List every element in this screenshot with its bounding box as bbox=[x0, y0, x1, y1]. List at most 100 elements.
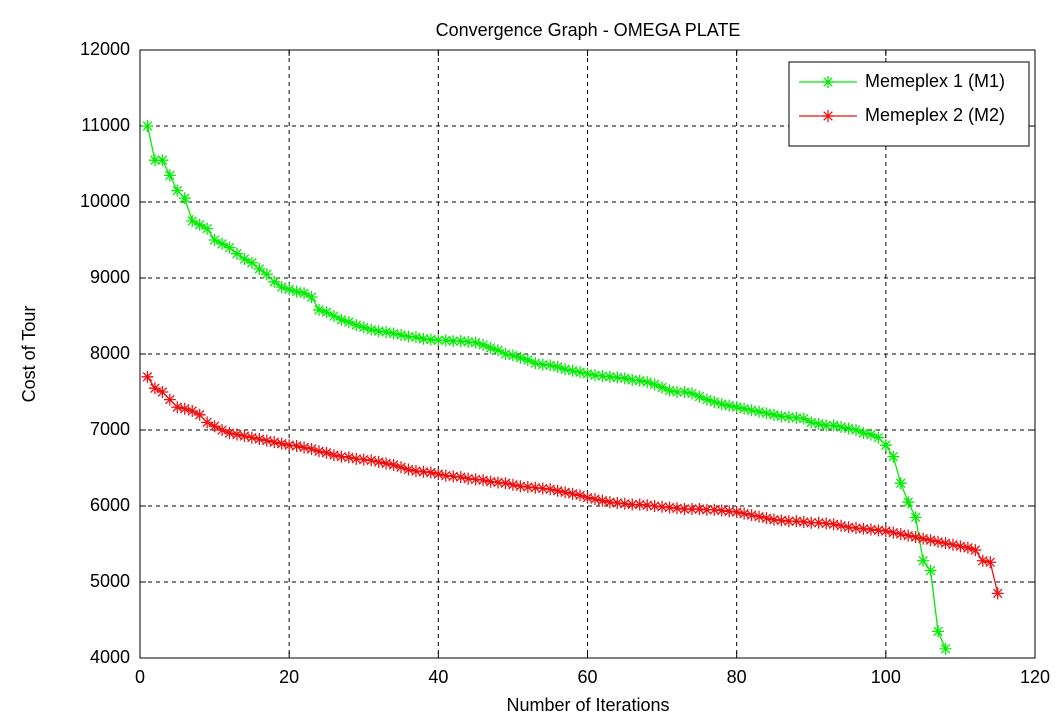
point-marker bbox=[395, 461, 408, 474]
point-marker bbox=[454, 335, 467, 348]
point-marker bbox=[372, 455, 385, 468]
point-marker bbox=[305, 443, 318, 455]
point-marker bbox=[715, 504, 728, 517]
point-marker bbox=[186, 405, 199, 417]
point-marker bbox=[588, 369, 601, 382]
y-tick-label: 5000 bbox=[90, 571, 130, 591]
point-marker bbox=[708, 395, 721, 408]
y-tick-label: 7000 bbox=[90, 419, 130, 439]
point-marker bbox=[156, 154, 169, 167]
point-marker bbox=[439, 469, 452, 482]
point-marker bbox=[708, 503, 721, 516]
point-marker bbox=[484, 341, 497, 354]
point-marker bbox=[283, 283, 296, 296]
point-marker bbox=[835, 519, 848, 532]
point-marker bbox=[611, 496, 624, 509]
point-marker bbox=[603, 370, 616, 383]
point-marker bbox=[805, 516, 818, 529]
point-marker bbox=[148, 154, 161, 167]
point-marker bbox=[685, 503, 698, 516]
point-marker bbox=[462, 472, 475, 485]
point-marker bbox=[633, 374, 646, 387]
point-marker bbox=[148, 382, 161, 395]
point-marker bbox=[648, 378, 661, 391]
point-marker bbox=[611, 371, 624, 384]
point-marker bbox=[663, 384, 676, 397]
point-marker bbox=[506, 478, 519, 491]
point-marker bbox=[208, 420, 221, 433]
point-marker bbox=[775, 410, 788, 423]
point-marker bbox=[559, 486, 572, 499]
point-marker bbox=[350, 452, 363, 465]
x-tick-label: 100 bbox=[871, 667, 901, 687]
point-marker bbox=[782, 515, 795, 528]
point-marker bbox=[290, 439, 303, 452]
point-marker bbox=[641, 376, 654, 389]
point-marker bbox=[663, 501, 676, 514]
point-marker bbox=[693, 390, 706, 403]
point-marker bbox=[536, 358, 549, 371]
point-marker bbox=[842, 521, 855, 534]
point-marker bbox=[603, 496, 616, 509]
point-marker bbox=[223, 427, 236, 440]
point-marker bbox=[477, 338, 490, 351]
point-marker bbox=[939, 642, 952, 655]
point-marker bbox=[409, 331, 422, 344]
point-marker bbox=[812, 417, 825, 430]
x-tick-label: 60 bbox=[577, 667, 597, 687]
point-marker bbox=[298, 441, 311, 454]
point-marker bbox=[290, 285, 303, 298]
point-marker bbox=[178, 192, 191, 205]
y-tick-label: 10000 bbox=[80, 191, 130, 211]
point-marker bbox=[790, 411, 803, 424]
x-axis-label: Number of Iterations bbox=[506, 695, 669, 715]
point-marker bbox=[909, 531, 922, 544]
point-marker bbox=[872, 524, 885, 537]
point-marker bbox=[917, 554, 930, 567]
point-marker bbox=[827, 518, 840, 531]
point-marker bbox=[656, 381, 669, 394]
point-marker bbox=[544, 359, 557, 372]
point-marker bbox=[678, 386, 691, 398]
point-marker bbox=[581, 367, 594, 380]
point-marker bbox=[551, 484, 564, 497]
point-marker bbox=[521, 354, 534, 367]
legend-label: Memeplex 2 (M2) bbox=[865, 105, 1005, 125]
point-marker bbox=[335, 313, 348, 326]
point-marker bbox=[268, 436, 281, 449]
point-marker bbox=[745, 509, 758, 522]
point-marker bbox=[424, 466, 437, 479]
point-marker bbox=[260, 434, 273, 447]
x-tick-label: 20 bbox=[279, 667, 299, 687]
y-tick-label: 11000 bbox=[81, 115, 130, 135]
x-tick-label: 40 bbox=[428, 667, 448, 687]
point-marker bbox=[656, 500, 669, 513]
point-marker bbox=[380, 457, 393, 470]
legend-label: Memeplex 1 (M1) bbox=[865, 71, 1005, 91]
point-marker bbox=[402, 330, 415, 343]
point-marker bbox=[626, 498, 639, 511]
point-marker bbox=[395, 329, 408, 341]
point-marker bbox=[417, 332, 430, 345]
point-marker bbox=[216, 237, 229, 250]
point-marker bbox=[626, 373, 639, 386]
point-marker bbox=[633, 498, 646, 511]
point-marker bbox=[917, 532, 930, 545]
point-marker bbox=[536, 482, 549, 495]
point-marker bbox=[790, 515, 803, 528]
point-marker bbox=[462, 335, 475, 348]
point-marker bbox=[477, 474, 490, 487]
point-marker bbox=[365, 454, 378, 467]
legend-marker bbox=[822, 76, 834, 88]
point-marker bbox=[671, 502, 683, 515]
point-marker bbox=[820, 517, 833, 530]
point-marker bbox=[864, 523, 877, 536]
point-marker bbox=[365, 323, 378, 336]
point-marker bbox=[499, 348, 512, 360]
point-marker bbox=[529, 481, 542, 494]
point-marker bbox=[253, 262, 266, 275]
point-marker bbox=[171, 184, 184, 197]
point-marker bbox=[245, 431, 258, 444]
point-marker bbox=[924, 534, 937, 547]
